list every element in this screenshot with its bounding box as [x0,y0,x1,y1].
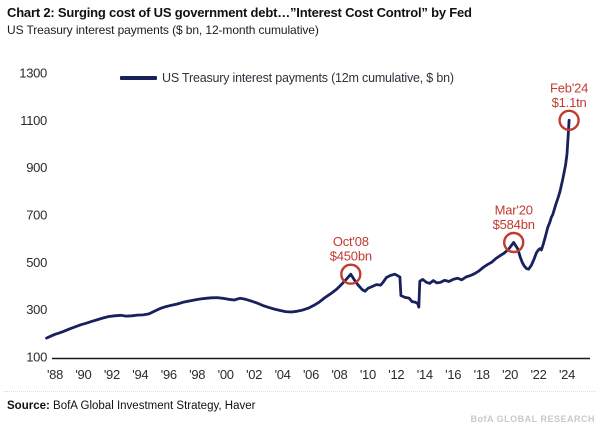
line-series [45,118,571,340]
x-tick-label: '94 [132,367,148,382]
annotation-date-label: Feb'24 [550,80,588,95]
y-tick-label: 500 [26,255,47,270]
x-tick-label: '92 [104,367,120,382]
y-tick-label: 900 [26,160,47,175]
footer-divider [4,391,596,392]
source-prefix: Source: [7,400,50,412]
annotation-circle-icon [503,231,525,254]
watermark-text: BofA GLOBAL RESEARCH [470,414,595,422]
annotation-value-label: $450bn [330,249,372,264]
x-tick-label: '08 [331,367,347,382]
annotation-value-label: $1.1tn [552,95,587,110]
y-tick-label: 300 [26,302,47,317]
x-tick-label: '18 [474,367,490,382]
x-tick-label: '20 [502,367,518,382]
x-tick-label: '06 [303,367,319,382]
x-tick-label: '22 [530,367,546,382]
source-line: Source: BofA Global Investment Strategy,… [7,400,255,412]
x-tick-label: '16 [445,367,461,382]
y-tick-label: 700 [26,208,47,223]
annotation-circle-icon [340,263,362,285]
source-text: BofA Global Investment Strategy, Haver [49,400,256,412]
chart-title: Chart 2: Surging cost of US government d… [7,5,472,20]
annotation-date-label: Mar'20 [495,203,533,218]
annotation-value-label: $584bn [493,217,535,232]
chart-legend: US Treasury interest payments (12m cumul… [120,71,454,85]
x-tick-label: '88 [47,367,63,382]
x-tick-label: '96 [161,367,177,382]
annotation-circle-icon [558,109,580,132]
x-tick-label: '12 [388,367,404,382]
legend-label: US Treasury interest payments (12m cumul… [162,71,454,85]
x-tick-label: '00 [218,367,234,382]
chart-subtitle: US Treasury interest payments ($ bn, 12-… [7,23,319,37]
y-tick-label: 1100 [20,113,47,128]
x-tick-label: '02 [246,367,262,382]
x-tick-label: '98 [189,367,205,382]
y-tick-label: 1300 [19,66,47,81]
annotation-date-label: Oct'08 [333,234,369,249]
x-tick-label: '14 [417,367,433,382]
legend-line-swatch-icon [120,76,157,80]
x-tick-label: '90 [75,367,91,382]
x-tick-label: '04 [275,367,291,382]
x-tick-label: '24 [559,367,575,382]
y-tick-label: 100 [26,350,47,365]
x-tick-label: '10 [360,367,376,382]
